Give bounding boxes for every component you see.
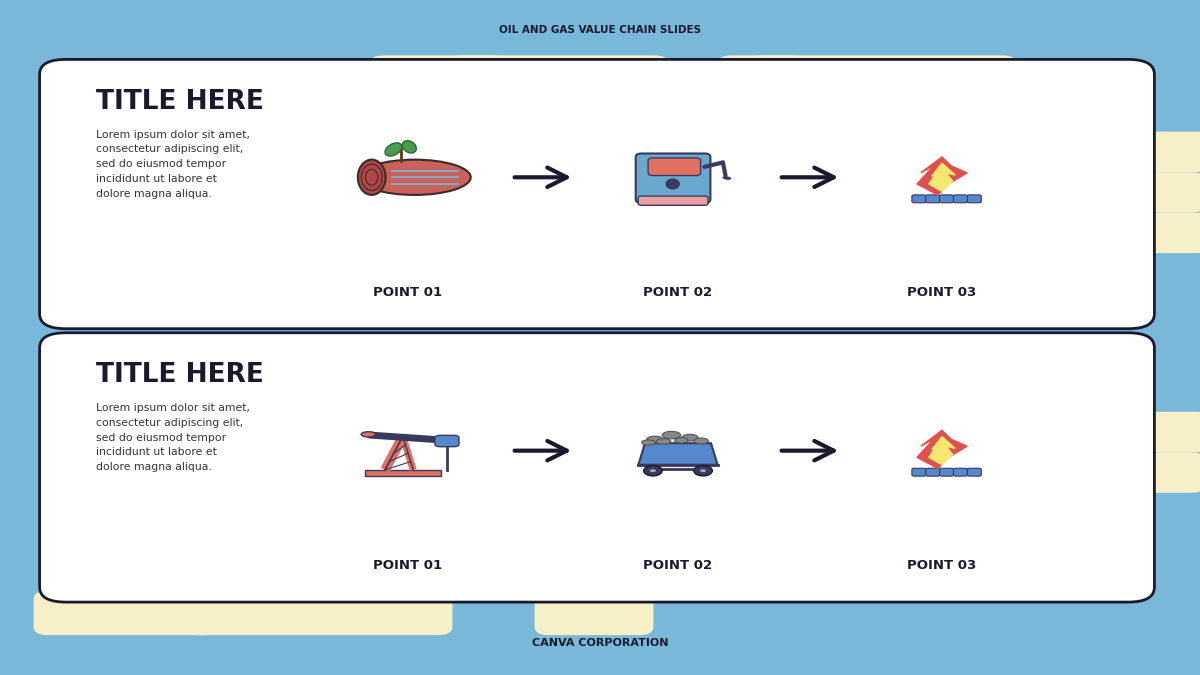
Text: POINT 02: POINT 02 (643, 560, 713, 572)
Ellipse shape (642, 440, 655, 445)
FancyBboxPatch shape (1104, 412, 1200, 452)
Text: TITLE HERE: TITLE HERE (96, 89, 264, 115)
Ellipse shape (385, 143, 402, 156)
FancyBboxPatch shape (40, 333, 1154, 602)
Ellipse shape (666, 178, 680, 190)
FancyBboxPatch shape (34, 591, 218, 635)
Polygon shape (929, 437, 955, 465)
Circle shape (643, 466, 662, 476)
Text: POINT 03: POINT 03 (907, 560, 977, 572)
Text: POINT 02: POINT 02 (643, 286, 713, 299)
Ellipse shape (694, 438, 708, 444)
Ellipse shape (361, 432, 376, 437)
Polygon shape (917, 157, 967, 195)
Polygon shape (638, 443, 718, 465)
FancyBboxPatch shape (925, 468, 940, 476)
FancyBboxPatch shape (748, 55, 1016, 100)
FancyBboxPatch shape (1104, 213, 1200, 253)
Text: POINT 01: POINT 01 (373, 560, 443, 572)
Text: Lorem ipsum dolor sit amet,
consectetur adipiscing elit,
sed do eiusmod tempor
i: Lorem ipsum dolor sit amet, consectetur … (96, 403, 250, 472)
FancyBboxPatch shape (940, 468, 954, 476)
FancyBboxPatch shape (535, 591, 653, 635)
Text: Lorem ipsum dolor sit amet,
consectetur adipiscing elit,
sed do eiusmod tempor
i: Lorem ipsum dolor sit amet, consectetur … (96, 130, 250, 199)
FancyBboxPatch shape (638, 196, 708, 205)
FancyBboxPatch shape (370, 55, 506, 100)
FancyBboxPatch shape (448, 55, 668, 100)
FancyBboxPatch shape (648, 158, 701, 176)
Text: CANVA CORPORATION: CANVA CORPORATION (532, 638, 668, 647)
Polygon shape (917, 430, 967, 468)
FancyBboxPatch shape (912, 468, 926, 476)
Text: OIL AND GAS VALUE CHAIN SLIDES: OIL AND GAS VALUE CHAIN SLIDES (499, 26, 701, 35)
Ellipse shape (647, 436, 664, 443)
Ellipse shape (662, 431, 680, 439)
FancyBboxPatch shape (967, 468, 982, 476)
FancyBboxPatch shape (912, 195, 926, 202)
FancyBboxPatch shape (184, 591, 452, 635)
FancyBboxPatch shape (940, 195, 954, 202)
Text: POINT 01: POINT 01 (373, 286, 443, 299)
FancyBboxPatch shape (365, 470, 442, 476)
Circle shape (694, 466, 713, 476)
FancyBboxPatch shape (967, 195, 982, 202)
Ellipse shape (656, 439, 671, 444)
Circle shape (700, 468, 707, 472)
FancyBboxPatch shape (954, 195, 967, 202)
FancyBboxPatch shape (636, 153, 710, 203)
Text: TITLE HERE: TITLE HERE (96, 362, 264, 389)
Ellipse shape (402, 140, 416, 153)
FancyBboxPatch shape (718, 55, 806, 100)
Ellipse shape (674, 437, 688, 443)
Ellipse shape (682, 434, 698, 441)
Ellipse shape (359, 160, 470, 195)
Ellipse shape (722, 176, 731, 180)
Ellipse shape (358, 160, 385, 195)
FancyBboxPatch shape (954, 468, 967, 476)
FancyBboxPatch shape (925, 195, 940, 202)
FancyBboxPatch shape (434, 435, 458, 447)
FancyBboxPatch shape (1075, 172, 1200, 213)
FancyBboxPatch shape (40, 59, 1154, 329)
FancyBboxPatch shape (1104, 132, 1200, 172)
Text: POINT 03: POINT 03 (907, 286, 977, 299)
Circle shape (649, 468, 656, 472)
FancyBboxPatch shape (1075, 452, 1200, 493)
Polygon shape (929, 163, 955, 192)
